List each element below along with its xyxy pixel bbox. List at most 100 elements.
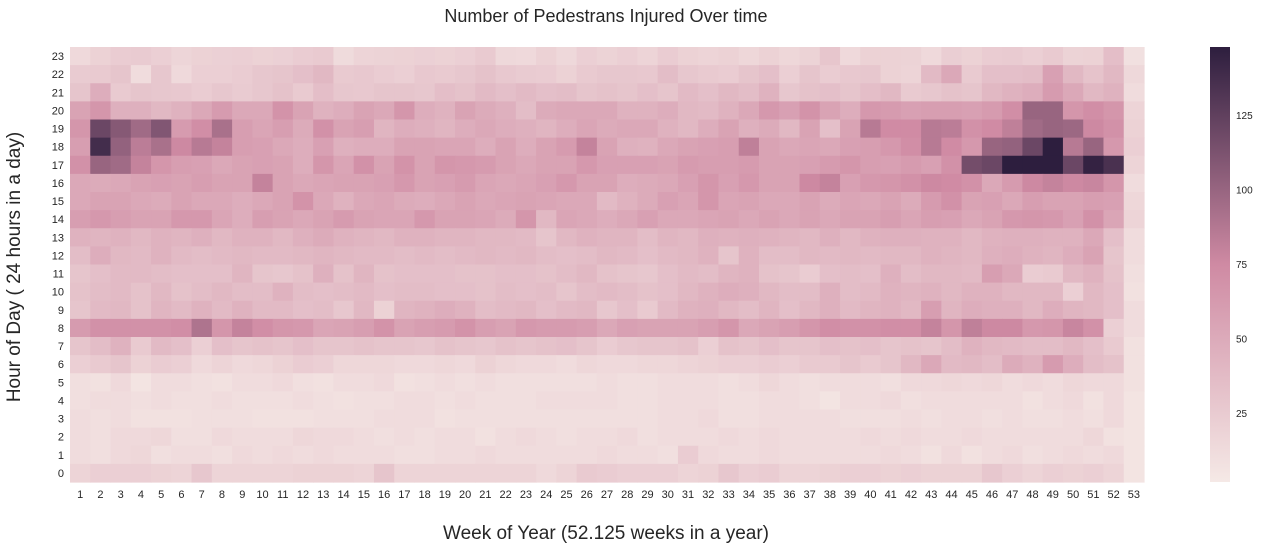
- heatmap-cell: [1123, 210, 1145, 229]
- heatmap-cell: [799, 391, 821, 411]
- heatmap-cell: [292, 391, 314, 411]
- heatmap-cell: [1042, 300, 1064, 320]
- heatmap-cell: [191, 173, 213, 193]
- heatmap-cell: [252, 47, 274, 66]
- heatmap-cell: [576, 155, 598, 175]
- heatmap-cell: [151, 264, 172, 284]
- heatmap-cell: [718, 83, 740, 102]
- heatmap-cell: [211, 337, 233, 356]
- heatmap-cell: [475, 101, 497, 121]
- heatmap-cell: [90, 391, 112, 411]
- heatmap-cell: [576, 264, 598, 284]
- heatmap-cell: [232, 101, 253, 121]
- heatmap-cell: [981, 210, 1003, 229]
- heatmap-cell: [1103, 264, 1125, 284]
- heatmap-cell: [1062, 300, 1084, 320]
- heatmap-cell: [921, 210, 942, 229]
- heatmap-cell: [70, 391, 91, 411]
- heatmap-cell: [252, 155, 274, 175]
- heatmap-cell: [677, 282, 699, 302]
- heatmap-cell: [1042, 373, 1064, 392]
- heatmap-cell: [272, 83, 294, 102]
- heatmap-cell: [232, 373, 253, 392]
- heatmap-cell: [151, 409, 172, 429]
- heatmap-cell: [596, 300, 618, 320]
- heatmap-cell: [536, 373, 557, 392]
- heatmap-cell: [576, 173, 598, 193]
- heatmap-cell: [860, 445, 882, 465]
- heatmap-cell: [576, 355, 598, 374]
- heatmap-cell: [414, 192, 436, 211]
- heatmap-cell: [779, 137, 801, 157]
- heatmap-cell: [373, 192, 395, 211]
- heatmap-cell: [232, 210, 253, 229]
- heatmap-cell: [1002, 137, 1024, 157]
- heatmap-cell: [698, 463, 720, 483]
- heatmap-cell: [799, 173, 821, 193]
- heatmap-cell: [677, 101, 699, 121]
- heatmap-cell: [171, 101, 193, 121]
- heatmap-cell: [353, 246, 375, 266]
- heatmap-cell: [434, 463, 456, 483]
- heatmap-cell: [434, 47, 456, 66]
- heatmap-cell: [151, 373, 172, 392]
- heatmap-cell: [171, 192, 193, 211]
- heatmap-cell: [1022, 83, 1044, 102]
- x-tick-label: 11: [277, 489, 288, 501]
- heatmap-cell: [232, 228, 253, 247]
- heatmap-cell: [211, 318, 233, 338]
- heatmap-cell: [900, 192, 922, 211]
- heatmap-cell: [455, 192, 476, 211]
- heatmap-cell: [353, 373, 375, 392]
- heatmap-cell: [455, 246, 476, 266]
- heatmap-cell: [394, 119, 416, 139]
- heatmap-cell: [130, 427, 152, 447]
- heatmap-cell: [434, 83, 456, 102]
- heatmap-cell: [90, 173, 112, 193]
- x-tick-label: 33: [722, 489, 734, 501]
- y-tick-label: 19: [52, 124, 64, 136]
- heatmap-cell: [1002, 155, 1024, 175]
- heatmap-cell: [130, 300, 152, 320]
- heatmap-cell: [70, 119, 91, 139]
- heatmap-cell: [698, 445, 720, 465]
- heatmap-cell: [495, 47, 517, 66]
- heatmap-cell: [738, 101, 760, 121]
- heatmap-cell: [860, 210, 882, 229]
- heatmap-cell: [211, 463, 233, 483]
- heatmap-cell: [860, 246, 882, 266]
- heatmap-cell: [981, 337, 1003, 356]
- heatmap-cell: [536, 65, 557, 84]
- heatmap-cell: [232, 83, 253, 102]
- x-tick-label: 53: [1128, 489, 1140, 501]
- heatmap-cell: [617, 282, 638, 302]
- heatmap-cell: [414, 264, 436, 284]
- x-tick-label: 47: [1006, 489, 1018, 501]
- heatmap-cell: [455, 83, 476, 102]
- heatmap-cell: [718, 391, 740, 411]
- heatmap-cell: [272, 264, 294, 284]
- heatmap-cell: [191, 192, 213, 211]
- heatmap-cell: [333, 409, 355, 429]
- heatmap-cell: [779, 65, 801, 84]
- heatmap-cell: [657, 427, 679, 447]
- heatmap-cell: [617, 391, 638, 411]
- heatmap-cell: [1042, 228, 1064, 247]
- heatmap-cell: [333, 137, 355, 157]
- heatmap-cell: [961, 355, 983, 374]
- heatmap-cell: [677, 300, 699, 320]
- heatmap-cell: [556, 264, 578, 284]
- heatmap-cell: [171, 300, 193, 320]
- heatmap-cell: [556, 65, 578, 84]
- heatmap-cell: [475, 427, 497, 447]
- heatmap-cell: [292, 137, 314, 157]
- heatmap-cell: [191, 119, 213, 139]
- heatmap-cell: [353, 101, 375, 121]
- x-tick-label: 14: [337, 489, 349, 501]
- heatmap-cell: [211, 192, 233, 211]
- heatmap-cell: [860, 300, 882, 320]
- heatmap-cell: [617, 65, 638, 84]
- heatmap-cell: [1042, 282, 1064, 302]
- heatmap-cell: [860, 173, 882, 193]
- heatmap-cell: [617, 264, 638, 284]
